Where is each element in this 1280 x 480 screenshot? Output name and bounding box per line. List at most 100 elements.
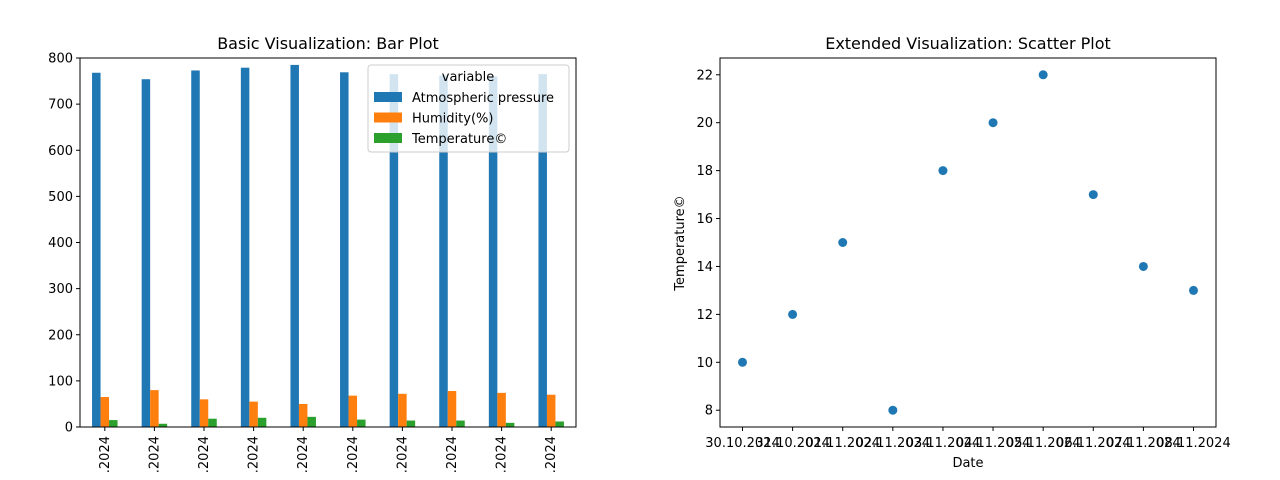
bar bbox=[389, 74, 399, 428]
scatter-point bbox=[888, 405, 898, 415]
legend-title: variable bbox=[442, 70, 494, 85]
scatter-x-tick-label: 31.10.2024 bbox=[755, 436, 829, 451]
bar-y-tick-label: 600 bbox=[48, 144, 73, 159]
bar bbox=[546, 394, 556, 427]
scatter-x-tick-label: 04.11.2024 bbox=[956, 436, 1030, 451]
bar bbox=[398, 393, 407, 427]
bar bbox=[505, 422, 515, 427]
bar-x-ticks: .2024 .2024 .2024 .2024 .2024 .2024 .2024 .2024… bbox=[98, 427, 559, 473]
bar bbox=[439, 75, 448, 427]
scatter-x-tick-label: 05.11.2024 bbox=[1006, 436, 1080, 451]
scatter-x-tick-label: 03.11.2024 bbox=[906, 436, 980, 451]
legend-swatch bbox=[374, 133, 402, 143]
scatter-x-tick-label: 08.11.2024 bbox=[1156, 436, 1230, 451]
bar bbox=[555, 421, 564, 427]
scatter-point bbox=[1189, 285, 1198, 295]
scatter-y-axis-label: Temperature© bbox=[673, 195, 688, 291]
bar-x-tick-label: .2024 bbox=[495, 436, 510, 473]
bar-x-tick-label: .2024 bbox=[247, 436, 262, 473]
bar-plot-frame bbox=[79, 57, 577, 428]
legend-label: Temperature© bbox=[411, 132, 507, 147]
bar bbox=[538, 74, 547, 428]
scatter-point bbox=[738, 357, 747, 367]
scatter-x-tick-label: 30.10.2024 bbox=[705, 436, 779, 451]
bar bbox=[240, 67, 250, 427]
bar bbox=[447, 391, 457, 427]
bar-y-tick-label: 800 bbox=[48, 52, 73, 67]
bar bbox=[497, 392, 506, 427]
bar-x-tick-label: .2024 bbox=[445, 436, 460, 473]
scatter-chart-title: Extended Visualization: Scatter Plot bbox=[825, 34, 1111, 53]
scatter-point bbox=[1038, 70, 1048, 80]
bar-x-tick-label: .2024 bbox=[197, 436, 212, 473]
bar-y-tick-label: 0 bbox=[65, 421, 73, 436]
bar bbox=[307, 416, 316, 427]
legend-entries: Atmospheric pressure Humidity(%) Temperatu… bbox=[374, 91, 554, 147]
scatter-y-ticks: 8 10 12 14 16 18 20 22 bbox=[696, 68, 720, 419]
bar-y-tick-label: 700 bbox=[48, 98, 73, 113]
bar bbox=[92, 72, 101, 427]
bar-x-tick-label: .2024 bbox=[147, 436, 162, 473]
scatter-y-tick-label: 8 bbox=[705, 404, 713, 419]
bar bbox=[488, 76, 498, 427]
scatter-y-tick-label: 10 bbox=[696, 356, 713, 371]
legend-label: Atmospheric pressure bbox=[412, 91, 554, 106]
scatter-point bbox=[788, 309, 798, 319]
bar bbox=[456, 420, 465, 427]
scatter-y-tick-label: 18 bbox=[696, 164, 713, 179]
scatter-y-tick-label: 14 bbox=[696, 260, 713, 275]
bar-x-tick-label: .2024 bbox=[544, 436, 559, 473]
bar-x-tick-label: .2024 bbox=[98, 436, 113, 473]
bar bbox=[150, 390, 159, 427]
bar-chart: Basic Visualization: Bar Plot 0 100 200 300… bbox=[48, 34, 577, 473]
scatter-y-tick-label: 12 bbox=[696, 308, 713, 323]
scatter-point bbox=[938, 166, 948, 176]
scatter-y-tick-label: 22 bbox=[696, 68, 713, 83]
scatter-point bbox=[838, 238, 848, 247]
scatter-x-tick-label: 01.11.2024 bbox=[806, 436, 880, 451]
scatter-y-tick-label: 20 bbox=[696, 116, 713, 131]
legend-swatch bbox=[374, 112, 402, 123]
scatter-x-tick-label: 06.11.2024 bbox=[1056, 436, 1130, 451]
bar-x-tick-label: .2024 bbox=[296, 436, 311, 473]
bar-x-tick-label: .2024 bbox=[346, 436, 361, 473]
scatter-x-axis-label: Date bbox=[952, 456, 983, 471]
scatter-y-tick-label: 16 bbox=[696, 212, 713, 227]
bar-y-tick-label: 200 bbox=[48, 328, 73, 343]
legend-swatch bbox=[374, 92, 402, 102]
bar bbox=[191, 70, 200, 428]
bar bbox=[158, 423, 168, 427]
bar bbox=[357, 419, 366, 427]
scatter-chart: Extended Visualization: Scatter Plot 8 10… bbox=[673, 34, 1231, 471]
scatter-point bbox=[1088, 190, 1098, 200]
bar-y-tick-label: 100 bbox=[48, 374, 73, 389]
scatter-x-tick-label: 02.11.2024 bbox=[856, 436, 930, 451]
bar bbox=[257, 417, 267, 427]
bar bbox=[406, 420, 416, 427]
bar-legend: variable Atmospheric pressure Humidity(%)… bbox=[367, 64, 570, 153]
bar bbox=[348, 395, 358, 427]
bar bbox=[141, 79, 151, 427]
scatter-x-tick-label: 07.11.2024 bbox=[1106, 436, 1180, 451]
bar-marks bbox=[92, 64, 564, 428]
bar-y-ticks: 0 100 200 300 400 500 600 700 800 bbox=[48, 52, 80, 436]
bar bbox=[249, 401, 258, 427]
scatter-point bbox=[1138, 261, 1148, 271]
scatter-plot-frame bbox=[719, 57, 1217, 428]
bar-y-tick-label: 300 bbox=[48, 282, 73, 297]
legend-label: Humidity(%) bbox=[412, 112, 493, 127]
bar-y-tick-label: 500 bbox=[48, 190, 73, 205]
bar-y-tick-label: 400 bbox=[48, 236, 73, 251]
scatter-x-ticks: 30.10.202431.10.202401.11.202402.11.2024… bbox=[705, 427, 1231, 451]
bar-chart-title: Basic Visualization: Bar Plot bbox=[217, 34, 439, 53]
legend-box bbox=[367, 64, 570, 153]
bar-x-tick-label: .2024 bbox=[395, 436, 410, 473]
bar bbox=[109, 420, 118, 427]
scatter-point bbox=[988, 118, 998, 128]
bar bbox=[290, 64, 299, 427]
bar bbox=[100, 397, 110, 427]
bar bbox=[340, 72, 349, 427]
bar bbox=[199, 399, 209, 427]
bar bbox=[208, 418, 217, 427]
